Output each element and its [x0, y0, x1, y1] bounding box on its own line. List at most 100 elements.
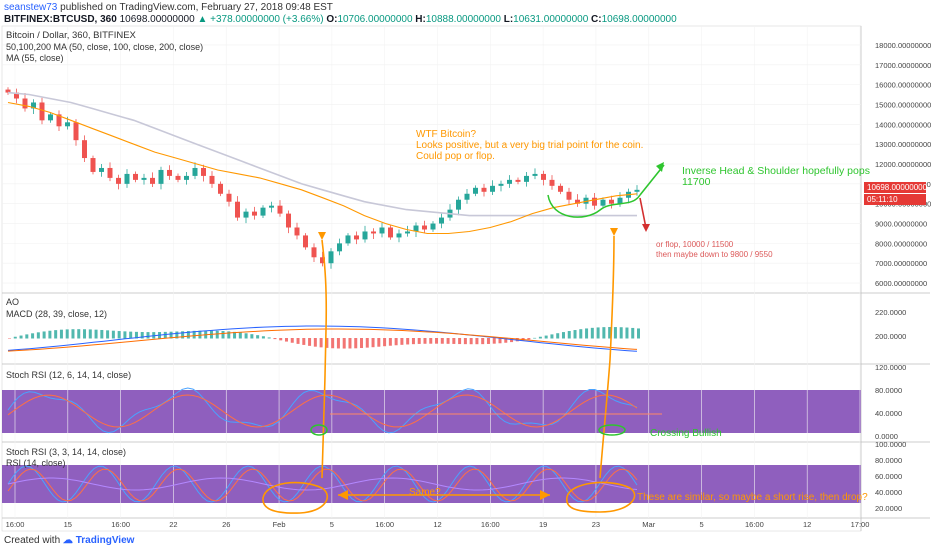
- time-tick-label: 16:00: [745, 520, 764, 529]
- wtf-note: WTF Bitcoin? Looks positive, but a very …: [416, 129, 643, 162]
- macd-bar: [371, 338, 375, 348]
- macd-bar: [59, 329, 63, 339]
- candle: [422, 225, 427, 230]
- candle: [600, 199, 606, 206]
- rsi-tick-label: 100.0000: [875, 440, 906, 449]
- candle: [371, 231, 376, 234]
- candle: [439, 217, 444, 224]
- time-tick-label: 16:00: [375, 520, 394, 529]
- macd-bar: [296, 338, 300, 344]
- macd-bar: [452, 338, 456, 344]
- c-label: C:: [591, 14, 602, 25]
- macd-bar: [342, 338, 346, 349]
- macd-bar: [25, 334, 29, 339]
- candle: [311, 247, 317, 258]
- macd-bar: [383, 338, 387, 347]
- orange-circle-left: [262, 481, 328, 514]
- macd-bar: [169, 331, 173, 339]
- candle: [90, 158, 96, 172]
- macd-bar: [42, 331, 46, 339]
- stoch1-legend: Stoch RSI (12, 6, 14, 14, close): [6, 370, 132, 380]
- candle: [218, 183, 223, 194]
- username[interactable]: seanstew73: [4, 2, 58, 13]
- tradingview-logo[interactable]: ☁ TradingView: [62, 535, 135, 546]
- macd-bar: [435, 338, 439, 344]
- macd-bar: [238, 332, 242, 339]
- candle: [201, 167, 206, 176]
- o-label: O:: [326, 14, 338, 25]
- macd-bar: [163, 331, 167, 339]
- candle: [388, 227, 393, 238]
- candle: [541, 173, 546, 180]
- price-tick-label: 14000.00000000: [875, 120, 931, 129]
- candle: [303, 235, 308, 248]
- candle: [634, 189, 640, 192]
- macd-bar: [134, 331, 138, 339]
- macd-bar: [365, 338, 369, 348]
- macd-bar: [284, 338, 288, 342]
- candle: [209, 175, 215, 184]
- rsi-legend: RSI (14, close): [6, 458, 66, 468]
- main-title: Bitcoin / Dollar, 360, BITFINEX: [6, 30, 136, 41]
- macd-bar: [596, 327, 600, 339]
- ma50-line: [7, 101, 638, 235]
- symbol: BITFINEX:BTCUSD, 360: [4, 14, 117, 25]
- macd-line: [7, 325, 638, 352]
- macd-bar: [129, 331, 133, 339]
- macd-bar: [538, 336, 542, 339]
- macd-bar: [440, 338, 444, 344]
- macd-bar: [19, 335, 23, 339]
- rsi-tick-label: 60.0000: [875, 472, 902, 481]
- stoch1-tick-label: 0.0000: [875, 432, 898, 441]
- macd-bar: [504, 338, 508, 343]
- time-tick-label: 23: [592, 520, 600, 529]
- macd-bar: [175, 331, 179, 339]
- stoch1-tick-label: 120.0000: [875, 363, 906, 372]
- macd-bar: [348, 338, 352, 349]
- candle: [362, 231, 368, 240]
- macd-bar: [290, 338, 294, 343]
- macd-bar: [631, 327, 635, 339]
- macd-bar: [215, 330, 219, 339]
- macd-bar: [186, 331, 190, 339]
- macd-bar: [140, 332, 144, 339]
- candle: [617, 197, 623, 204]
- plot-area: [1, 25, 862, 532]
- time-tick-label: 12: [433, 520, 441, 529]
- wtf-line-1: WTF Bitcoin?: [416, 129, 477, 140]
- low-value: 10631.00000000: [513, 14, 589, 25]
- time-tick-label: 16:00: [111, 520, 130, 529]
- macd-bar: [227, 331, 231, 339]
- up-arrow-left: [318, 232, 326, 240]
- candle: [464, 193, 470, 200]
- macd-bar: [388, 338, 392, 346]
- macd-bar: [123, 331, 127, 339]
- red-arrowhead: [642, 224, 650, 232]
- candle: [65, 122, 70, 127]
- macd-bar: [244, 333, 248, 339]
- macd-bar: [65, 329, 69, 339]
- macd-bar: [319, 338, 323, 348]
- macd-bar: [573, 330, 577, 339]
- time-tick-label: Feb: [273, 520, 286, 529]
- candle: [31, 102, 36, 109]
- macd-bar: [313, 338, 317, 347]
- change: ▲ +378.00000000 (+3.66%): [197, 14, 324, 25]
- candle: [158, 169, 164, 184]
- orange-connector-right: [599, 235, 615, 479]
- last-price: 10698.00000000: [119, 14, 195, 25]
- red-down-arrow: [639, 197, 647, 229]
- candle: [56, 114, 62, 127]
- stoch2-legend: Stoch RSI (3, 3, 14, 14, close): [6, 447, 127, 457]
- rsi-tick-label: 20.0000: [875, 504, 902, 513]
- green-circle-right: [598, 424, 626, 436]
- price-tick-label: 12000.00000000: [875, 160, 931, 169]
- macd-bar: [446, 338, 450, 344]
- ihs-note: Inverse Head & Shoulder hopefully pops 1…: [682, 166, 870, 188]
- footer: Created with ☁ TradingView: [4, 535, 134, 546]
- price-tick-label: 6000.00000000: [875, 279, 927, 288]
- macd-bar: [619, 327, 623, 339]
- ma55-legend: MA (55, close): [6, 53, 64, 63]
- candle: [107, 167, 113, 178]
